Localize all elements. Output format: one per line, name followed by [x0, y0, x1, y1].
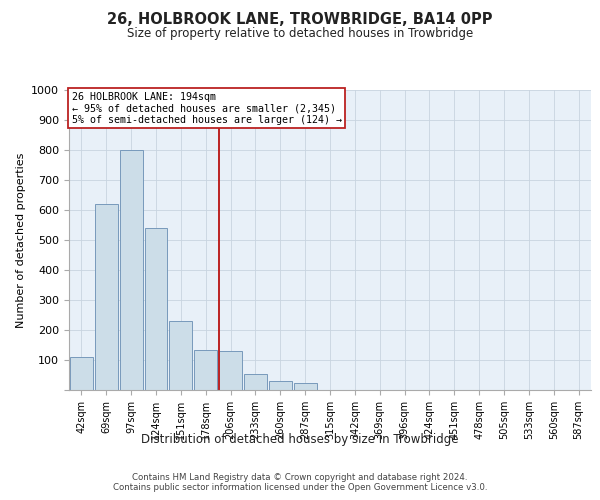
Bar	[95, 204, 118, 390]
Bar	[70, 357, 93, 390]
Bar	[294, 382, 317, 390]
Bar	[269, 381, 292, 390]
Bar	[194, 350, 217, 390]
Y-axis label: Number of detached properties: Number of detached properties	[16, 152, 26, 328]
Text: 26 HOLBROOK LANE: 194sqm
← 95% of detached houses are smaller (2,345)
5% of semi: 26 HOLBROOK LANE: 194sqm ← 95% of detach…	[71, 92, 341, 124]
Bar	[244, 374, 267, 390]
Text: 26, HOLBROOK LANE, TROWBRIDGE, BA14 0PP: 26, HOLBROOK LANE, TROWBRIDGE, BA14 0PP	[107, 12, 493, 28]
Bar	[120, 150, 143, 390]
Text: Distribution of detached houses by size in Trowbridge: Distribution of detached houses by size …	[141, 432, 459, 446]
Text: Contains HM Land Registry data © Crown copyright and database right 2024.
Contai: Contains HM Land Registry data © Crown c…	[113, 472, 487, 492]
Bar	[145, 228, 167, 390]
Text: Size of property relative to detached houses in Trowbridge: Size of property relative to detached ho…	[127, 28, 473, 40]
Bar	[169, 321, 192, 390]
Bar	[219, 351, 242, 390]
